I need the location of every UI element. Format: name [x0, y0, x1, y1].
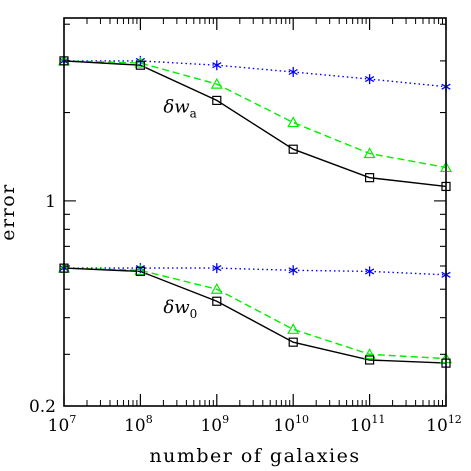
x-axis-label: number of galaxies — [149, 445, 360, 467]
data-point-star — [212, 60, 222, 71]
x-tick-label: 107 — [48, 413, 77, 436]
x-tick-label: 108 — [124, 413, 153, 436]
data-point-square — [365, 355, 375, 365]
series-line-w0-square — [63, 267, 447, 364]
y-tick-label: 0.2 — [29, 397, 56, 417]
data-point-square — [135, 60, 145, 70]
data-point-star — [288, 265, 298, 276]
data-point-square — [288, 337, 298, 347]
series-line-w0-triangle — [63, 267, 447, 360]
data-point-star — [364, 266, 375, 277]
annotation-label: δwa — [163, 97, 196, 121]
series-line-wa-star — [64, 60, 447, 88]
x-tick-label: 1012 — [426, 413, 462, 436]
data-point-triangle — [134, 264, 147, 275]
axis-ticks — [63, 18, 447, 407]
series-line-w0-star — [64, 267, 447, 276]
tick-labels: 107 108 109 1010 1011 1012 0.2 1 — [29, 192, 462, 436]
data-point-star — [364, 74, 375, 85]
y-tick-label: 1 — [45, 192, 56, 212]
x-tick-label: 1010 — [273, 413, 309, 436]
data-point-star — [288, 67, 298, 77]
y-axis-label: error — [0, 183, 19, 240]
data-point-square — [288, 144, 298, 154]
annotations: δwa δw0 — [163, 97, 197, 321]
data-point-triangle — [210, 282, 223, 294]
data-point-triangle — [363, 147, 376, 159]
data-point-square — [135, 266, 145, 277]
data-point-triangle — [134, 56, 147, 68]
plot-frame — [63, 17, 447, 407]
data-point-square — [365, 173, 375, 183]
data-point-square — [212, 95, 222, 106]
data-point-triangle — [287, 323, 300, 334]
series-line-wa-square — [63, 60, 447, 188]
data-point-triangle — [210, 77, 223, 89]
x-tick-label: 1011 — [350, 413, 386, 436]
series-lines — [63, 60, 447, 364]
annotation-label: δw0 — [163, 297, 197, 321]
data-point-triangle — [287, 116, 300, 128]
series-line-wa-triangle — [63, 60, 447, 169]
data-point-square — [212, 296, 222, 306]
data-point-triangle — [363, 348, 376, 359]
x-tick-label: 109 — [200, 413, 229, 436]
data-point-star — [212, 263, 222, 274]
series-markers — [57, 54, 453, 368]
